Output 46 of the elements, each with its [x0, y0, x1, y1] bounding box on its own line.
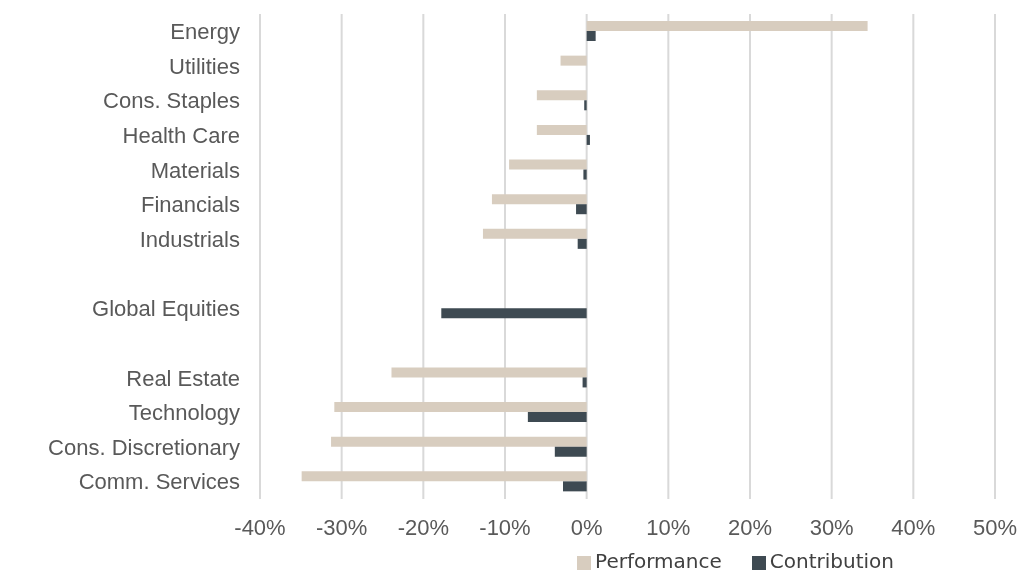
bar [391, 367, 587, 378]
bar [562, 481, 587, 492]
legend-label: Performance [595, 549, 722, 573]
bar [334, 402, 587, 413]
x-tick-label: 50% [972, 514, 1018, 540]
x-tick-label: -30% [315, 514, 368, 540]
bar [536, 90, 587, 101]
y-tick-label: Materials [150, 157, 240, 183]
bar [584, 100, 587, 111]
x-tick-label: 0% [570, 514, 603, 540]
bar [586, 31, 596, 41]
y-tick-label: Financials [140, 192, 240, 218]
y-tick-label: Technology [128, 400, 240, 426]
bar [509, 159, 587, 170]
y-tick-label: Utilities [169, 53, 240, 79]
bar [527, 412, 587, 423]
bar [576, 204, 587, 215]
y-tick-label: Global Equities [92, 296, 240, 322]
bar [441, 308, 587, 319]
x-tick-label: 20% [727, 514, 773, 540]
x-tick-label: -40% [234, 514, 286, 540]
bar [536, 124, 587, 135]
y-tick-label: Cons. Discretionary [48, 434, 240, 460]
y-tick-label: Energy [170, 19, 240, 45]
bar [482, 228, 587, 239]
bar [301, 471, 587, 482]
x-tick-label: 40% [891, 514, 936, 540]
bar [582, 377, 587, 388]
bar [586, 134, 590, 145]
bar [491, 194, 587, 205]
y-tick-label: Comm. Services [78, 469, 240, 495]
y-tick-label: Real Estate [126, 365, 240, 391]
x-tick-label: -10% [479, 514, 531, 540]
legend-label: Contribution [769, 549, 894, 573]
x-tick-label: -20% [397, 514, 450, 540]
bar [586, 21, 868, 31]
y-tick-label: Cons. Staples [103, 88, 240, 114]
bar [331, 436, 587, 447]
y-tick-label: Industrials [139, 226, 240, 252]
x-tick-label: 10% [646, 514, 691, 540]
x-tick-label: 30% [809, 514, 854, 540]
bar [583, 169, 587, 180]
y-tick-label: Health Care [122, 123, 240, 149]
bar [577, 238, 587, 249]
bar [554, 446, 587, 457]
bar [560, 55, 587, 66]
